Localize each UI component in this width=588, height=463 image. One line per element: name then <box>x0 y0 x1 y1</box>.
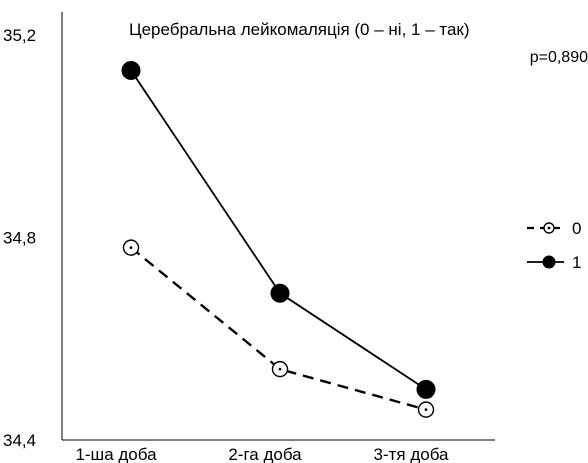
legend: 01 <box>527 219 581 272</box>
x-tick-label: 3-тя доба <box>373 445 449 463</box>
data-point <box>416 379 436 399</box>
legend-item-1: 1 <box>527 253 581 272</box>
y-tick-label: 34,8 <box>3 229 36 248</box>
data-point <box>271 360 289 378</box>
data-point <box>417 401 435 418</box>
data-point <box>543 222 555 234</box>
series-line <box>130 69 427 391</box>
y-tick-label: 34,4 <box>3 431 36 450</box>
data-point <box>122 239 140 256</box>
data-point <box>542 255 556 269</box>
series-0 <box>122 239 435 418</box>
x-tick-labels: 1-ша доба 2-га доба 3-тя доба <box>75 445 449 463</box>
data-point <box>270 283 290 303</box>
y-tick-labels: 34,4 34,8 35,2 <box>3 26 36 450</box>
x-tick-label: 1-ша доба <box>75 445 157 463</box>
legend-label: 1 <box>572 253 581 272</box>
p-value-annotation: p=0,890 <box>530 49 588 66</box>
y-tick-label: 35,2 <box>3 26 36 45</box>
x-tick-label: 2-га доба <box>228 445 302 463</box>
chart-axes <box>61 12 495 441</box>
series-layer <box>121 60 436 418</box>
series-line <box>130 246 427 411</box>
legend-label: 0 <box>572 219 581 238</box>
legend-item-0: 0 <box>527 219 581 238</box>
chart-title: Церебральна лейкомаляція (0 – ні, 1 – та… <box>129 20 470 39</box>
data-point <box>121 60 141 80</box>
series-1 <box>121 60 436 399</box>
